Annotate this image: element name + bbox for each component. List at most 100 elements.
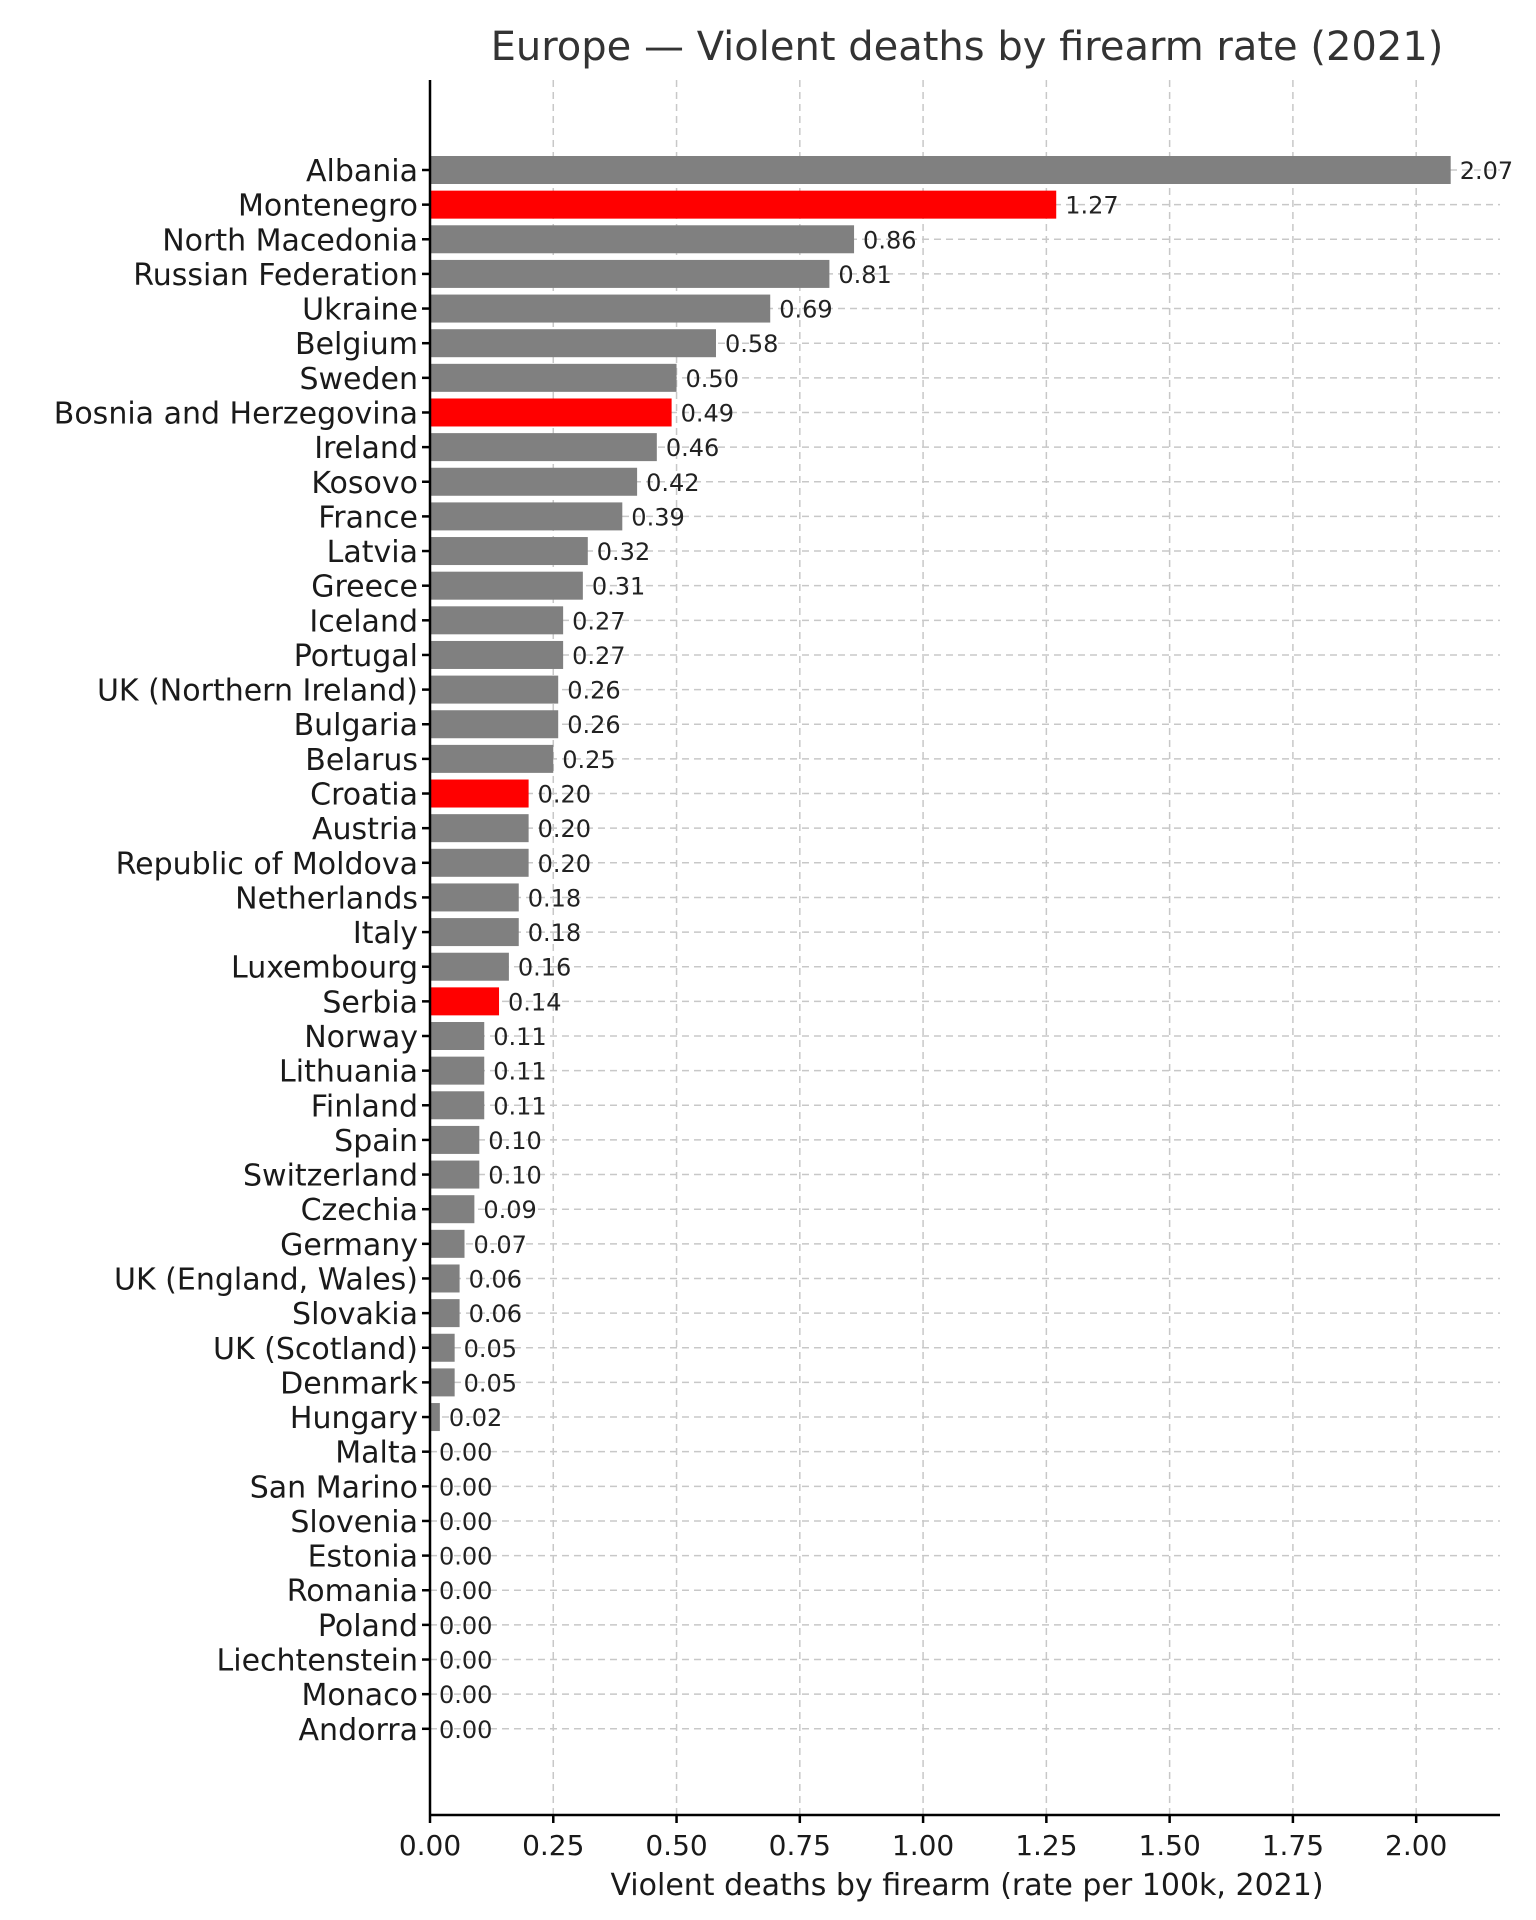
category-label: UK (England, Wales) (114, 1262, 418, 1297)
bar (430, 259, 830, 288)
value-label: 0.05 (464, 1369, 517, 1397)
category-label: Germany (280, 1228, 418, 1263)
value-label: 0.11 (493, 1023, 546, 1051)
x-tick-label: 1.00 (892, 1829, 954, 1862)
category-label: Italy (353, 916, 418, 951)
x-tick-label: 0.00 (399, 1829, 461, 1862)
bar (430, 918, 519, 947)
bar (430, 294, 771, 323)
category-label: Kosovo (311, 466, 418, 501)
value-label: 0.58 (725, 330, 778, 358)
category-label: Monaco (302, 1678, 418, 1713)
category-label: Finland (311, 1089, 418, 1124)
category-label: Poland (318, 1609, 418, 1644)
bar (430, 640, 564, 669)
value-label: 0.39 (631, 503, 684, 531)
bar (430, 156, 1451, 184)
value-label: 2.07 (1460, 157, 1513, 185)
bar (430, 1160, 480, 1189)
x-axis-title: Violent deaths by firearm (rate per 100k… (610, 1868, 1323, 1903)
value-label: 0.27 (572, 642, 625, 670)
x-tick-label: 1.25 (1015, 1829, 1077, 1862)
category-label: Ireland (314, 431, 418, 466)
x-tick-label: 0.75 (769, 1829, 831, 1862)
category-label: Netherlands (235, 881, 418, 916)
x-tick-label: 2.00 (1385, 1829, 1447, 1862)
bar (430, 363, 677, 392)
value-label: 0.18 (528, 884, 581, 912)
bar (430, 883, 519, 912)
category-label: Montenegro (238, 189, 418, 224)
value-label: 0.00 (439, 1716, 492, 1744)
category-label: San Marino (250, 1470, 418, 1505)
category-label: Albania (306, 154, 418, 189)
category-label: Czechia (301, 1193, 418, 1228)
category-label: Sweden (299, 362, 418, 397)
category-label: Bulgaria (294, 708, 418, 743)
category-label: UK (Northern Ireland) (97, 674, 418, 709)
value-label: 0.00 (439, 1543, 492, 1571)
bar (430, 398, 672, 427)
category-label: Iceland (309, 604, 418, 639)
bar (430, 1333, 455, 1362)
x-tick-label: 0.50 (645, 1829, 707, 1862)
category-label: Slovakia (292, 1297, 418, 1332)
category-label: UK (Scotland) (213, 1332, 418, 1367)
bar (430, 467, 638, 496)
value-label: 0.16 (518, 954, 571, 982)
bar (430, 433, 657, 462)
value-label: 0.09 (483, 1196, 536, 1224)
category-label: Austria (312, 812, 418, 847)
value-label: 1.27 (1065, 192, 1118, 220)
value-label: 0.10 (488, 1162, 541, 1190)
chart-title: Europe — Violent deaths by firearm rate … (491, 24, 1444, 70)
value-label: 0.20 (538, 850, 591, 878)
value-label: 0.02 (449, 1404, 502, 1432)
value-label: 0.00 (439, 1577, 492, 1605)
value-label: 0.11 (493, 1092, 546, 1120)
category-label: Belgium (295, 327, 418, 362)
bar (430, 1229, 465, 1258)
bar (430, 848, 529, 877)
category-label: Denmark (280, 1366, 419, 1401)
category-label: Slovenia (290, 1505, 418, 1540)
bar (430, 1022, 485, 1050)
value-label: 0.31 (592, 573, 645, 601)
x-axis-ticks: 0.00 0.25 0.50 0.75 1.00 1.25 1.50 1.75 2.00 (399, 168, 1447, 1862)
category-label: Latvia (327, 535, 418, 570)
category-label: Liechtenstein (217, 1644, 418, 1679)
value-label: 0.05 (464, 1335, 517, 1363)
value-label: 0.00 (439, 1681, 492, 1709)
category-label: Romania (287, 1574, 418, 1609)
value-label: 0.46 (666, 434, 719, 462)
category-label: Luxembourg (231, 951, 418, 986)
bar (430, 710, 559, 739)
x-tick-label: 1.50 (1138, 1829, 1200, 1862)
value-label: 0.00 (439, 1612, 492, 1640)
value-label: 0.26 (567, 711, 620, 739)
bar (430, 1125, 480, 1154)
bar (430, 744, 554, 773)
category-label: Russian Federation (133, 258, 418, 293)
bar (430, 190, 1057, 219)
bar (430, 1368, 455, 1397)
value-label: 0.10 (488, 1127, 541, 1155)
value-label: 0.11 (493, 1058, 546, 1086)
value-label: 0.00 (439, 1473, 492, 1501)
category-label: Portugal (294, 639, 418, 674)
x-tick-label: 1.75 (1262, 1829, 1324, 1862)
bar (430, 225, 855, 254)
category-label: Estonia (308, 1540, 418, 1575)
category-label: North Macedonia (162, 223, 418, 258)
bar (430, 502, 623, 531)
value-label: 0.18 (528, 919, 581, 947)
category-label: Malta (335, 1436, 418, 1471)
value-label: 0.86 (863, 226, 916, 254)
bar (430, 537, 588, 566)
value-label: 0.00 (439, 1439, 492, 1467)
value-label: 0.25 (562, 746, 615, 774)
category-label: Republic of Moldova (116, 847, 418, 882)
value-label: 0.06 (469, 1265, 522, 1293)
